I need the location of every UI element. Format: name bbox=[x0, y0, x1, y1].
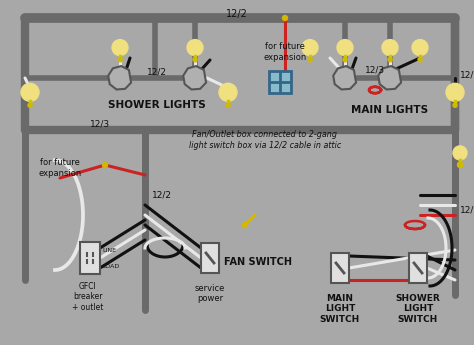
Circle shape bbox=[226, 103, 230, 107]
Text: 12/2: 12/2 bbox=[152, 190, 172, 199]
Circle shape bbox=[187, 40, 203, 56]
Circle shape bbox=[21, 83, 39, 101]
Text: SHOWER LIGHTS: SHOWER LIGHTS bbox=[108, 100, 206, 110]
Text: LOAD: LOAD bbox=[102, 264, 119, 268]
Text: SHOWER
LIGHT
SWITCH: SHOWER LIGHT SWITCH bbox=[396, 294, 440, 324]
Polygon shape bbox=[378, 66, 401, 89]
Text: GFCI
breaker
+ outlet: GFCI breaker + outlet bbox=[73, 282, 104, 312]
Text: FAN SWITCH: FAN SWITCH bbox=[224, 257, 292, 267]
Bar bbox=[269, 71, 291, 93]
Text: 12/3: 12/3 bbox=[90, 119, 110, 128]
Circle shape bbox=[118, 58, 122, 62]
Text: 12/2: 12/2 bbox=[147, 68, 167, 77]
Circle shape bbox=[457, 162, 463, 168]
Circle shape bbox=[388, 58, 392, 62]
Circle shape bbox=[412, 40, 428, 56]
Bar bbox=[201, 243, 219, 273]
Circle shape bbox=[243, 223, 247, 227]
Circle shape bbox=[337, 40, 353, 56]
Circle shape bbox=[302, 40, 318, 56]
Polygon shape bbox=[108, 66, 131, 89]
Circle shape bbox=[446, 83, 464, 101]
Polygon shape bbox=[183, 66, 206, 89]
Text: for future
expansion: for future expansion bbox=[264, 42, 307, 62]
Text: MAIN
LIGHT
SWITCH: MAIN LIGHT SWITCH bbox=[320, 294, 360, 324]
Polygon shape bbox=[333, 66, 356, 89]
Bar bbox=[80, 242, 100, 274]
Circle shape bbox=[382, 40, 398, 56]
Bar bbox=[331, 253, 349, 283]
Text: 12/3: 12/3 bbox=[365, 66, 385, 75]
Circle shape bbox=[343, 58, 347, 62]
Circle shape bbox=[418, 58, 422, 62]
Text: MAIN LIGHTS: MAIN LIGHTS bbox=[351, 105, 428, 115]
Text: service
power: service power bbox=[195, 284, 225, 303]
Text: for future
expansion: for future expansion bbox=[38, 158, 82, 178]
Bar bbox=[409, 253, 427, 283]
Text: 12/3: 12/3 bbox=[460, 206, 474, 215]
Circle shape bbox=[308, 58, 312, 62]
Circle shape bbox=[453, 103, 457, 107]
Circle shape bbox=[193, 58, 197, 62]
Circle shape bbox=[219, 83, 237, 101]
Text: LINE: LINE bbox=[102, 247, 116, 253]
Text: 12/2: 12/2 bbox=[226, 9, 248, 19]
Circle shape bbox=[102, 162, 108, 168]
Circle shape bbox=[28, 103, 32, 107]
Circle shape bbox=[453, 146, 467, 160]
Text: Fan/Outlet box connected to 2-gang
light switch box via 12/2 cable in attic: Fan/Outlet box connected to 2-gang light… bbox=[189, 130, 341, 150]
Circle shape bbox=[458, 162, 462, 166]
Circle shape bbox=[112, 40, 128, 56]
Circle shape bbox=[283, 16, 288, 20]
Text: 12/3: 12/3 bbox=[460, 70, 474, 79]
